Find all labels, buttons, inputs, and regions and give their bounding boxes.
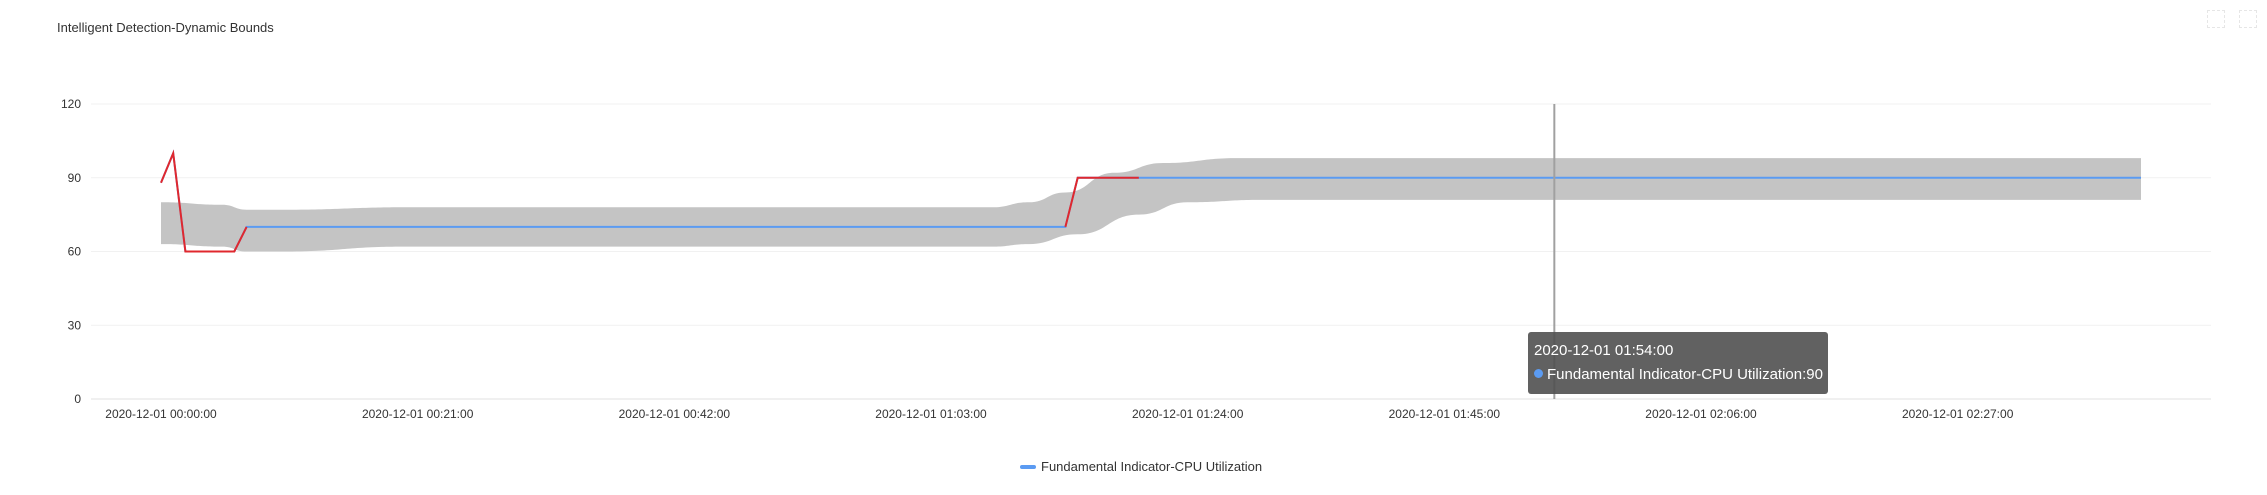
x-tick-label-7: 2020-12-01 02:27:00: [1902, 407, 2014, 421]
x-tick-label-4: 2020-12-01 01:24:00: [1132, 407, 1244, 421]
bounds-area: [161, 158, 2141, 252]
fullscreen-icon[interactable]: [2239, 10, 2257, 28]
tooltip-series-dot: [1534, 369, 1543, 378]
legend-swatch: [1020, 464, 1036, 469]
chart-toolbar: [2207, 10, 2257, 28]
x-tick-label-6: 2020-12-01 02:06:00: [1645, 407, 1757, 421]
y-tick-label-0: 0: [74, 392, 81, 406]
tooltip-value: Fundamental Indicator-CPU Utilization:90: [1547, 366, 1823, 383]
x-tick-label-0: 2020-12-01 00:00:00: [105, 407, 217, 421]
tooltip-row: Fundamental Indicator-CPU Utilization:90: [1534, 363, 1823, 387]
grid: [91, 103, 2211, 400]
axis: 0 30 60 90 120 2020-12-01 00:00:00 2020-12-01 …: [61, 97, 2014, 421]
y-tick-label-60: 60: [68, 245, 82, 259]
restore-icon[interactable]: [2207, 10, 2225, 28]
tooltip-time: 2020-12-01 01:54:00: [1534, 342, 1674, 359]
y-tick-label-30: 30: [68, 318, 82, 332]
tooltip: 2020-12-01 01:54:00 Fundamental Indicato…: [1528, 332, 1828, 394]
legend-label: Fundamental Indicator-CPU Utilization: [1041, 459, 1263, 474]
x-tick-label-3: 2020-12-01 01:03:00: [875, 407, 987, 421]
anomaly-segment-1: [1064, 176, 1139, 228]
legend-item-cpu[interactable]: Fundamental Indicator-CPU Utilization: [1020, 459, 1262, 474]
anomaly-segment-0: [160, 149, 248, 253]
bounds-band: [161, 158, 2141, 252]
x-tick-label-5: 2020-12-01 01:45:00: [1389, 407, 1501, 421]
y-tick-label-120: 120: [61, 97, 81, 111]
x-tick-label-2: 2020-12-01 00:42:00: [619, 407, 731, 421]
y-tick-label-90: 90: [68, 171, 82, 185]
x-tick-label-1: 2020-12-01 00:21:00: [362, 407, 474, 421]
chart-title: Intelligent Detection-Dynamic Bounds: [57, 20, 274, 35]
anomaly-layer: [160, 149, 1139, 253]
